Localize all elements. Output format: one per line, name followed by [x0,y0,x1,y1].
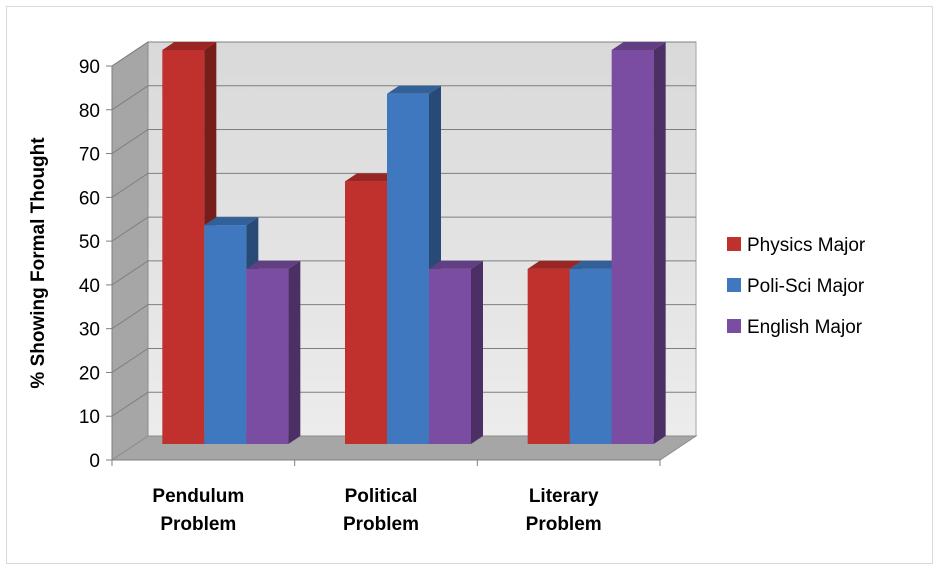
y-tick-label: 50 [79,232,100,253]
x-category-label-line: Pendulum [152,486,244,507]
x-category-label-line: Problem [526,514,602,535]
gridline [111,85,696,111]
bar-front [569,268,612,444]
legend: Physics Major Poli-Sci Major English Major [727,235,866,338]
axes [106,65,661,466]
bar-top [429,260,483,269]
bar-top [387,85,441,94]
bar-front [527,268,570,444]
legend-swatch [727,237,741,251]
y-tick-label: 0 [89,451,100,472]
bar [611,42,666,444]
bar-front [611,50,654,444]
legend-item: Physics Major [727,235,866,256]
legend-label: English Major [747,317,863,338]
legend-label: Poli-Sci Major [747,276,865,297]
gridlines [111,41,696,417]
bar-side [471,260,483,444]
gridline [111,391,696,417]
y-tick-label: 40 [79,276,100,297]
x-category-label-line: Problem [160,514,236,535]
legend-item: English Major [727,317,863,338]
bar-top [611,42,666,50]
bar-front [429,268,471,444]
x-category-label: Political Problem [343,486,419,535]
gridline [111,216,696,242]
x-category-label: Pendulum Problem [152,486,244,535]
bar-front [387,93,429,445]
legend-swatch [727,319,741,333]
gridline [111,129,696,154]
bars [162,42,666,445]
legend-label: Physics Major [747,235,866,256]
y-tick-label: 70 [79,145,100,166]
bar-top [204,217,259,226]
x-category-labels: Pendulum Problem Political Problem Literary P… [152,486,601,535]
y-tick-label: 30 [79,320,100,341]
bar [429,260,483,444]
bar-front [204,225,247,444]
y-tick-labels: 0 10 20 30 40 50 60 70 80 90 [79,57,100,472]
y-axis-title: % Showing Formal Thought [28,137,49,389]
bar-front [162,50,205,444]
x-category-label-line: Problem [343,514,419,535]
legend-swatch [727,278,741,292]
bar [246,260,301,444]
bar-front [345,181,387,445]
bar-top [569,260,624,269]
x-category-label: Literary Problem [526,486,602,535]
bar [387,85,441,445]
gridline [111,41,696,67]
bar-top [345,173,399,182]
gridline [111,304,696,330]
y-tick-label: 90 [79,57,100,78]
y-tick-label: 20 [79,363,100,384]
legend-item: Poli-Sci Major [727,276,865,297]
y-tick-label: 60 [79,188,100,209]
bar-front [246,268,289,444]
y-tick-label: 80 [79,101,100,122]
y-tick-label: 10 [79,407,100,428]
bar-top [527,260,582,269]
side-wall [111,41,149,461]
bar-top [162,42,217,50]
bar-side [653,42,666,444]
x-category-label-line: Literary [529,486,599,507]
bar-top [246,260,301,269]
x-category-label-line: Political [345,486,418,507]
bar-side [288,260,301,444]
gridline [111,260,696,286]
gridline [111,347,696,373]
gridline [111,172,696,198]
